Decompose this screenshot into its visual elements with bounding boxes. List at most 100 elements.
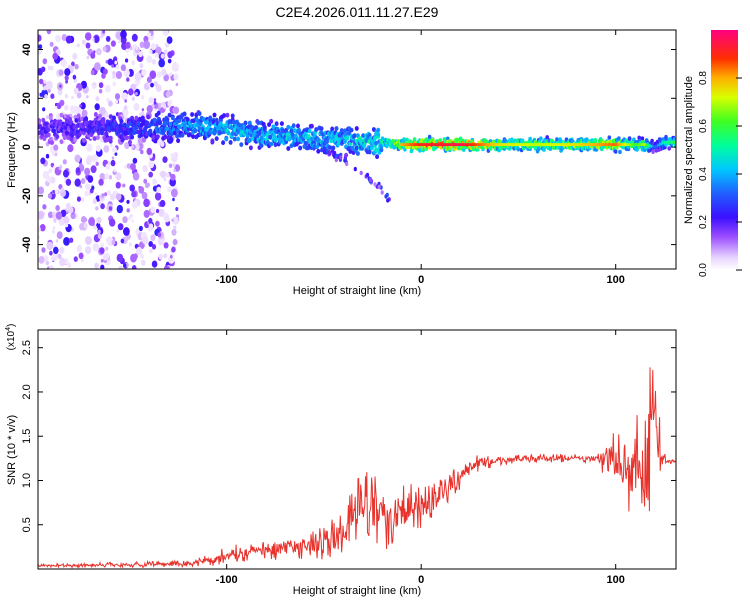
- spectrogram-noise-blob: [122, 216, 128, 224]
- spectrogram-noise-blob: [38, 44, 43, 50]
- spectrogram-ridge-core: [407, 143, 411, 146]
- spectrogram-noise-blob: [155, 208, 160, 214]
- spectrogram-ridge-blob: [289, 128, 294, 134]
- spectrogram-ridge-core: [594, 143, 598, 146]
- spectrogram-noise-blob: [59, 246, 65, 254]
- spectrogram-noise-blob: [96, 145, 101, 152]
- spectrogram-ridge-blob: [618, 149, 622, 155]
- spectrogram-ridge-blob: [352, 133, 357, 139]
- spectrogram-noise-blob: [72, 52, 78, 60]
- spectrogram-ridge-core: [547, 143, 551, 146]
- spectrogram-ridge-blob: [222, 113, 227, 118]
- spectrogram-ridge-core: [615, 143, 619, 146]
- spectrogram-ridge-blob: [319, 126, 324, 131]
- spectrogram-ridge-blob: [349, 127, 354, 133]
- spectrogram-noise-blob: [92, 198, 97, 204]
- spectrogram-ridge-core: [554, 143, 558, 146]
- spectrogram-ridge-blob: [316, 148, 321, 154]
- spectrogram-ridge-blob: [373, 135, 377, 141]
- spectrogram-noise-blob: [103, 68, 108, 75]
- spectrogram-ridge-blob: [176, 138, 181, 144]
- spectrogram-noise-blob: [150, 206, 156, 213]
- spectrogram-ridge-core: [423, 143, 427, 146]
- spectrogram-ridge-blob: [322, 146, 327, 152]
- spectrogram-noise-blob: [58, 69, 64, 76]
- spectrogram-branch-blob: [373, 182, 377, 187]
- spectrogram-noise-blob: [163, 242, 169, 249]
- spectrogram-noise-blob: [148, 160, 155, 169]
- spectrogram-ridge-blob: [59, 139, 64, 145]
- spectrogram-ridge-blob: [651, 149, 655, 154]
- spectrogram-noise-blob: [108, 206, 113, 211]
- spectrogram-ridge-blob: [267, 122, 272, 127]
- spectrogram-noise-blob: [111, 240, 116, 245]
- spectrogram-ridge-blob: [146, 114, 151, 120]
- spectrogram-ridge-blob: [362, 143, 367, 148]
- spectrogram-noise-blob: [95, 195, 101, 202]
- spectrogram-noise-blob: [39, 78, 44, 85]
- spectrogram-noise-blob: [102, 46, 107, 52]
- spectrogram-ridge-core: [559, 143, 563, 146]
- spectrogram-panel: -100 0 100 -40 -20 0 20 40 Height of straight …: [6, 29, 677, 297]
- spectrogram-ridge-blob: [268, 134, 273, 140]
- spectrogram-ridge-core: [449, 143, 453, 146]
- spectrogram-noise-blob: [55, 189, 59, 194]
- snr-y-tick-label: 0.5: [21, 517, 33, 532]
- spectrogram-noise-blob: [171, 188, 178, 198]
- spectrogram-noise-blob: [70, 212, 76, 220]
- spectrogram-noise-blob: [47, 65, 52, 70]
- spectrogram-noise-blob: [59, 84, 62, 88]
- spectrogram-noise-blob: [170, 255, 173, 259]
- spectrogram-noise-blob: [115, 64, 120, 70]
- snr-x-ticks: -100 0 100: [216, 330, 625, 586]
- spectrogram-noise-blob: [120, 64, 126, 72]
- spectrogram-x-label: Height of straight line (km): [293, 285, 421, 297]
- spectrogram-noise-blob: [167, 51, 173, 59]
- spectrogram-ridge-blob: [513, 138, 517, 143]
- spectrogram-noise-blob: [51, 229, 55, 234]
- spectrogram-ridge-blob: [129, 127, 134, 132]
- spectrogram-noise-blob: [111, 146, 117, 153]
- spectrogram-noise-blob: [87, 175, 94, 183]
- spectrogram-ridge-blob: [291, 123, 296, 129]
- spectrogram-noise-blob: [46, 241, 54, 251]
- spectrogram-ridge-blob: [221, 140, 226, 146]
- spectrogram-ridge-blob: [286, 146, 291, 151]
- spectrogram-noise-blob: [64, 68, 71, 77]
- spectrogram-noise-blob: [123, 227, 130, 236]
- spectrogram-ridge-core: [633, 143, 637, 146]
- spectrogram-noise-blob: [160, 53, 165, 59]
- spectrogram-ridge-blob: [134, 115, 139, 121]
- spectrogram-noise-blob: [47, 88, 51, 93]
- spectrogram-noise-blob: [142, 236, 149, 245]
- snr-plot-area: [38, 330, 676, 569]
- spectrogram-noise-blob: [64, 104, 69, 111]
- spectrogram-branch-blob: [386, 198, 390, 203]
- spectrogram-noise-blob: [155, 43, 159, 48]
- spectrogram-ridge-blob: [361, 133, 366, 139]
- spectrogram-noise-blob: [104, 84, 111, 93]
- spectrogram-noise-blob: [167, 58, 172, 64]
- spectrogram-noise-blob: [91, 185, 95, 190]
- spectrogram-ridge-blob: [69, 136, 74, 142]
- spectrogram-noise-blob: [126, 208, 130, 213]
- spectrogram-ridge-core: [519, 143, 523, 146]
- spectrogram-noise-blob: [55, 34, 62, 43]
- spectrogram-noise-blob: [96, 48, 102, 56]
- spectrogram-noise-blob: [84, 167, 91, 176]
- spectrogram-noise-blob: [105, 163, 111, 170]
- spectrogram-ridge-blob: [197, 111, 202, 116]
- spectrogram-noise-blob: [57, 253, 62, 259]
- spectrogram-ridge-core: [568, 143, 572, 146]
- spectrogram-noise-blob: [114, 60, 118, 65]
- spectrogram-ridge-core: [477, 143, 481, 146]
- spectrogram-ridge-blob: [64, 130, 69, 136]
- spectrogram-noise-blob: [124, 142, 130, 150]
- spectrogram-ridge-blob: [303, 140, 308, 146]
- spectrogram-ridge-blob: [95, 135, 100, 141]
- spectrogram-ridge-core: [535, 143, 539, 146]
- spectrogram-ridge-blob: [259, 143, 264, 148]
- spectrogram-ridge-blob: [225, 112, 230, 118]
- spectrogram-noise-blob: [158, 253, 164, 260]
- colorbar-tick-label: 0.8: [698, 71, 709, 85]
